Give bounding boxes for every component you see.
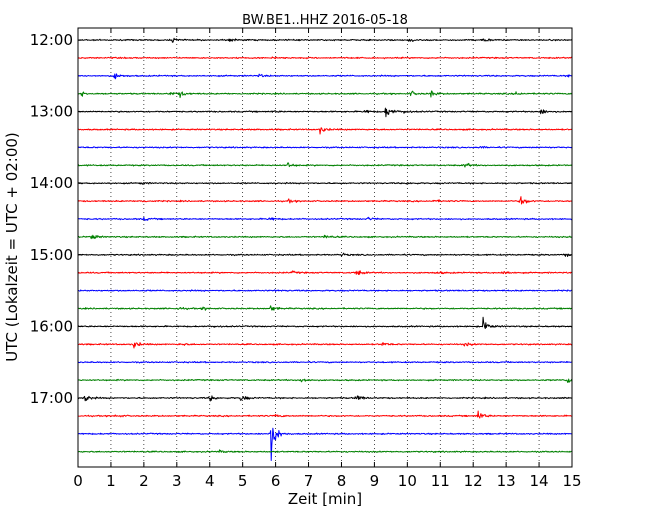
x-tick-label: 13 (497, 472, 516, 490)
y-tick-label: 16:00 (30, 317, 73, 335)
x-tick-label: 15 (562, 472, 581, 490)
y-tick-label: 17:00 (30, 389, 73, 407)
trace-line (78, 449, 572, 454)
x-tick-label: 11 (431, 472, 450, 490)
x-tick-label: 8 (337, 472, 347, 490)
x-tick-label: 1 (106, 472, 116, 490)
x-tick-label: 9 (370, 472, 380, 490)
trace-lines (78, 37, 572, 462)
y-axis-label: UTC (Lokalzeit = UTC + 02:00) (3, 132, 21, 362)
trace-line (78, 127, 572, 135)
y-tick-label: 15:00 (30, 246, 73, 264)
trace-line (78, 196, 572, 205)
x-tick-label: 5 (238, 472, 248, 490)
trace-line (78, 56, 572, 60)
trace-line (78, 181, 572, 185)
x-tick-label: 4 (205, 472, 215, 490)
trace-line (78, 360, 572, 364)
trace-line (78, 410, 572, 419)
x-tick-label: 10 (398, 472, 417, 490)
x-axis-ticks: 0 1 2 3 4 5 6 7 8 9 10 11 12 13 14 15 (73, 28, 582, 490)
trace-line (78, 378, 572, 383)
trace-line (78, 427, 572, 462)
trace-line (78, 37, 572, 43)
trace-line (78, 234, 572, 240)
chart-title: BW.BE1..HHZ 2016-05-18 (242, 13, 408, 28)
trace-line (78, 73, 572, 80)
trace-line (78, 289, 572, 292)
trace-line (78, 395, 572, 402)
trace-line (78, 342, 572, 349)
plot-area (78, 28, 572, 467)
plot-frame (77, 27, 573, 468)
x-tick-label: 0 (73, 472, 83, 490)
y-tick-label: 12:00 (30, 31, 73, 49)
trace-line (78, 216, 572, 221)
x-tick-label: 3 (172, 472, 182, 490)
x-tick-label: 12 (464, 472, 483, 490)
trace-line (78, 305, 572, 311)
x-tick-label: 2 (139, 472, 149, 490)
x-tick-label: 7 (304, 472, 314, 490)
trace-line (78, 90, 572, 99)
x-tick-label: 6 (271, 472, 281, 490)
trace-line (78, 316, 572, 330)
y-axis-ticks: 12:00 13:00 14:00 15:00 16:00 17:00 (30, 31, 572, 407)
y-tick-label: 14:00 (30, 174, 73, 192)
trace-line (78, 270, 572, 275)
x-tick-label: 14 (530, 472, 549, 490)
trace-line (78, 107, 572, 118)
y-tick-label: 13:00 (30, 103, 73, 121)
x-axis-label: Zeit [min] (288, 490, 362, 508)
trace-line (78, 145, 572, 149)
trace-line (78, 252, 572, 257)
trace-line (78, 162, 572, 168)
